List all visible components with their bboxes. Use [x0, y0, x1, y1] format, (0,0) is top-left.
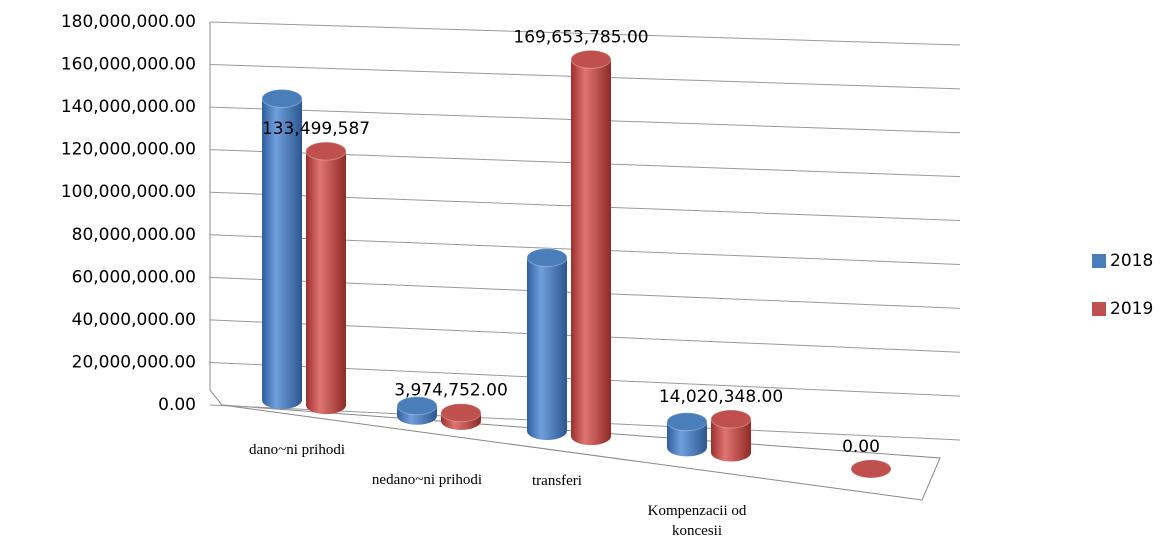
legend-label: 2018	[1110, 251, 1153, 271]
bar-top	[396, 396, 438, 416]
bar-top	[570, 49, 612, 69]
bar	[850, 459, 892, 479]
bar-body	[571, 59, 611, 437]
y-tick-label: 180,000,000.00	[61, 12, 196, 32]
y-tick-label: 40,000,000.00	[72, 310, 196, 330]
data-label: 0.00	[842, 437, 880, 457]
bar-top	[850, 459, 892, 479]
bar	[526, 248, 568, 441]
bar-top	[305, 141, 347, 161]
bar	[396, 396, 438, 425]
legend-label: 2019	[1110, 299, 1153, 319]
bar-top	[666, 412, 708, 432]
y-tick-label: 80,000,000.00	[72, 225, 196, 245]
data-label: 3,974,752.00	[394, 381, 508, 401]
bar	[305, 141, 347, 415]
bar-body	[262, 98, 302, 400]
y-tick-label: 20,000,000.00	[72, 352, 196, 372]
data-label: 133,499,587	[262, 119, 370, 139]
bar	[710, 409, 752, 462]
bar	[261, 88, 303, 409]
data-label: 169,653,785.00	[513, 27, 648, 47]
y-tick-label: 100,000,000.00	[61, 182, 196, 202]
y-tick-label: 140,000,000.00	[61, 97, 196, 117]
bar-top	[440, 403, 482, 423]
legend-swatch	[1092, 254, 1106, 268]
bar	[570, 49, 612, 446]
legend-swatch	[1092, 302, 1106, 316]
y-tick-label: 60,000,000.00	[72, 267, 196, 287]
y-tick-label: 0.00	[158, 395, 196, 415]
x-tick-label: dano~ni prihodi	[248, 442, 346, 458]
data-label: 14,020,348.00	[659, 387, 783, 407]
x-tick-label: transferi	[532, 473, 582, 489]
bar-top	[710, 409, 752, 429]
y-tick-label: 120,000,000.00	[61, 140, 196, 160]
bar-top	[261, 88, 303, 108]
x-tick-label: nedano~ni prihodi	[371, 471, 483, 488]
bar-body	[306, 151, 346, 406]
bar	[440, 403, 482, 430]
bar-top	[526, 248, 568, 268]
x-tick-label: Kompenzacii od koncesii	[647, 503, 747, 539]
y-tick-label: 160,000,000.00	[61, 55, 196, 75]
grid-line	[209, 21, 961, 46]
bar	[666, 412, 708, 457]
bar-body	[527, 257, 567, 432]
